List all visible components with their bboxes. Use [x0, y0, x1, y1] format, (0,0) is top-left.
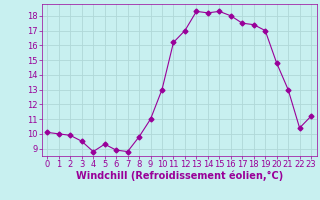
X-axis label: Windchill (Refroidissement éolien,°C): Windchill (Refroidissement éolien,°C): [76, 171, 283, 181]
